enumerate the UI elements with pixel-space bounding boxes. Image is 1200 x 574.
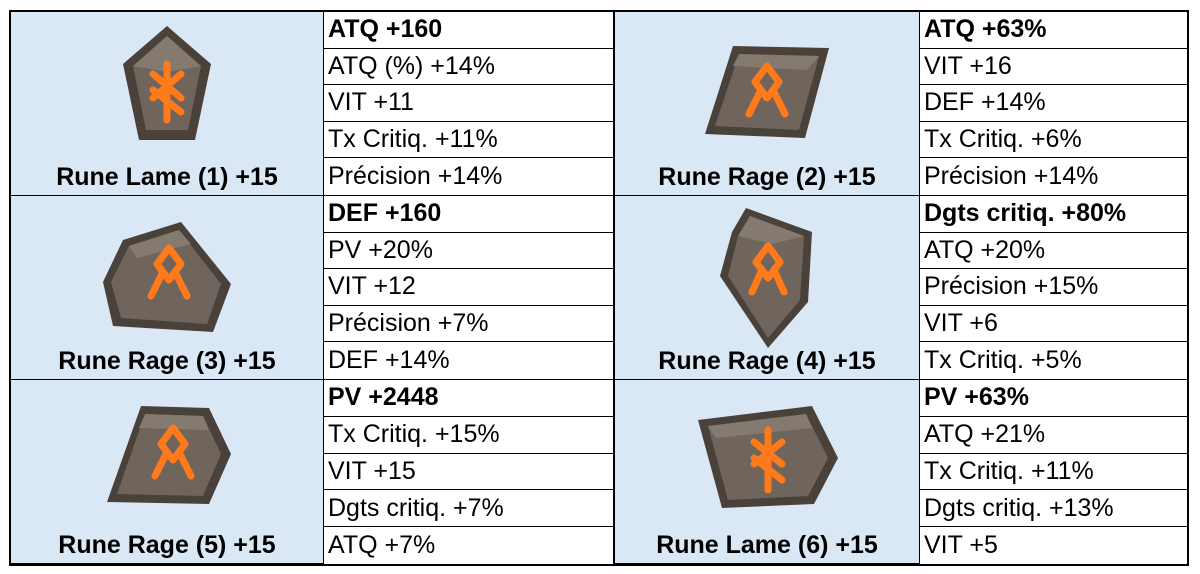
sub-stat: VIT +16 — [920, 49, 1187, 86]
sub-stat: VIT +15 — [324, 454, 613, 491]
rune-name: Rune Rage (5) +15 — [58, 531, 276, 559]
main-stat: PV +63% — [920, 380, 1187, 417]
sub-stat: ATQ +21% — [920, 417, 1187, 454]
main-stat: Dgts critiq. +80% — [920, 196, 1187, 233]
sub-stat: Précision +14% — [924, 162, 1099, 191]
rune-1-cell: Rune Lame (1) +15 — [11, 12, 324, 196]
sub-stat: VIT +6 — [920, 306, 1187, 343]
sub-stat: Dgts critiq. +13% — [920, 490, 1187, 528]
sub-stat: Tx Critiq. +6% — [920, 122, 1187, 159]
rune-6-stats: PV +63% ATQ +21% Tx Critiq. +11% Dgts cr… — [920, 380, 1187, 564]
sub-stat: VIT +12 — [324, 269, 613, 306]
sub-stat: Précision +15% — [920, 269, 1187, 306]
sub-stat: ATQ (%) +14% — [324, 49, 613, 86]
sub-stat: Tx Critiq. +11% — [920, 454, 1187, 491]
sub-stat: Dgts critiq. +7% — [324, 490, 613, 528]
sub-stat: ATQ +20% — [920, 233, 1187, 270]
rune-rage-icon — [107, 406, 231, 504]
rune-6-cell: Rune Lame (6) +15 — [615, 380, 920, 564]
sub-stat: DEF +14% — [328, 346, 450, 375]
main-stat: ATQ +160 — [324, 12, 613, 49]
sub-stat: VIT +5 — [924, 531, 998, 560]
rune-2-cell: Rune Rage (2) +15 — [615, 12, 920, 196]
rune-name: Rune Lame (6) +15 — [656, 531, 878, 559]
rune-lame-icon — [698, 406, 838, 508]
rune-5-cell: Rune Rage (5) +15 — [11, 380, 324, 564]
main-stat: DEF +160 — [324, 196, 613, 233]
rune-4-cell: Rune Rage (4) +15 — [615, 196, 920, 380]
rune-5-stats: PV +2448 Tx Critiq. +15% VIT +15 Dgts cr… — [324, 380, 615, 564]
sub-stat: VIT +11 — [324, 85, 613, 122]
rune-name: Rune Lame (1) +15 — [56, 163, 278, 191]
sub-stat: Tx Critiq. +11% — [324, 122, 613, 159]
rune-rage-icon — [103, 222, 231, 332]
sub-stat: ATQ +7% — [328, 531, 436, 560]
sub-stat: Tx Critiq. +15% — [324, 417, 613, 454]
sub-stat: PV +20% — [324, 233, 613, 270]
rune-rage-icon — [705, 46, 829, 138]
rune-3-cell: Rune Rage (3) +15 — [11, 196, 324, 380]
rune-name: Rune Rage (3) +15 — [58, 347, 276, 375]
rune-table: Rune Lame (1) +15 ATQ +160 ATQ (%) +14% … — [9, 10, 1189, 566]
main-stat: PV +2448 — [324, 380, 613, 417]
sub-stat: Tx Critiq. +5% — [924, 346, 1082, 375]
rune-rage-icon — [720, 208, 812, 348]
sub-stat: DEF +14% — [920, 85, 1187, 122]
sub-stat: Précision +14% — [328, 162, 503, 191]
sub-stat: Précision +7% — [324, 306, 613, 343]
rune-4-stats: Dgts critiq. +80% ATQ +20% Précision +15… — [920, 196, 1187, 380]
rune-lame-icon — [123, 26, 211, 140]
main-stat: ATQ +63% — [920, 12, 1187, 49]
rune-2-stats: ATQ +63% VIT +16 DEF +14% Tx Critiq. +6%… — [920, 12, 1187, 196]
rune-3-stats: DEF +160 PV +20% VIT +12 Précision +7% D… — [324, 196, 615, 380]
rune-name: Rune Rage (4) +15 — [658, 347, 876, 375]
rune-name: Rune Rage (2) +15 — [658, 163, 876, 191]
rune-1-stats: ATQ +160 ATQ (%) +14% VIT +11 Tx Critiq.… — [324, 12, 615, 196]
